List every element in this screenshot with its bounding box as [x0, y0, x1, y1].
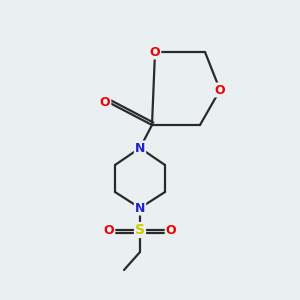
Text: N: N	[135, 142, 145, 154]
Text: O: O	[166, 224, 176, 236]
Text: O: O	[150, 46, 160, 59]
Text: O: O	[104, 224, 114, 236]
Text: N: N	[135, 202, 145, 214]
Text: O: O	[215, 83, 225, 97]
Text: S: S	[135, 223, 145, 237]
Text: O: O	[100, 95, 110, 109]
